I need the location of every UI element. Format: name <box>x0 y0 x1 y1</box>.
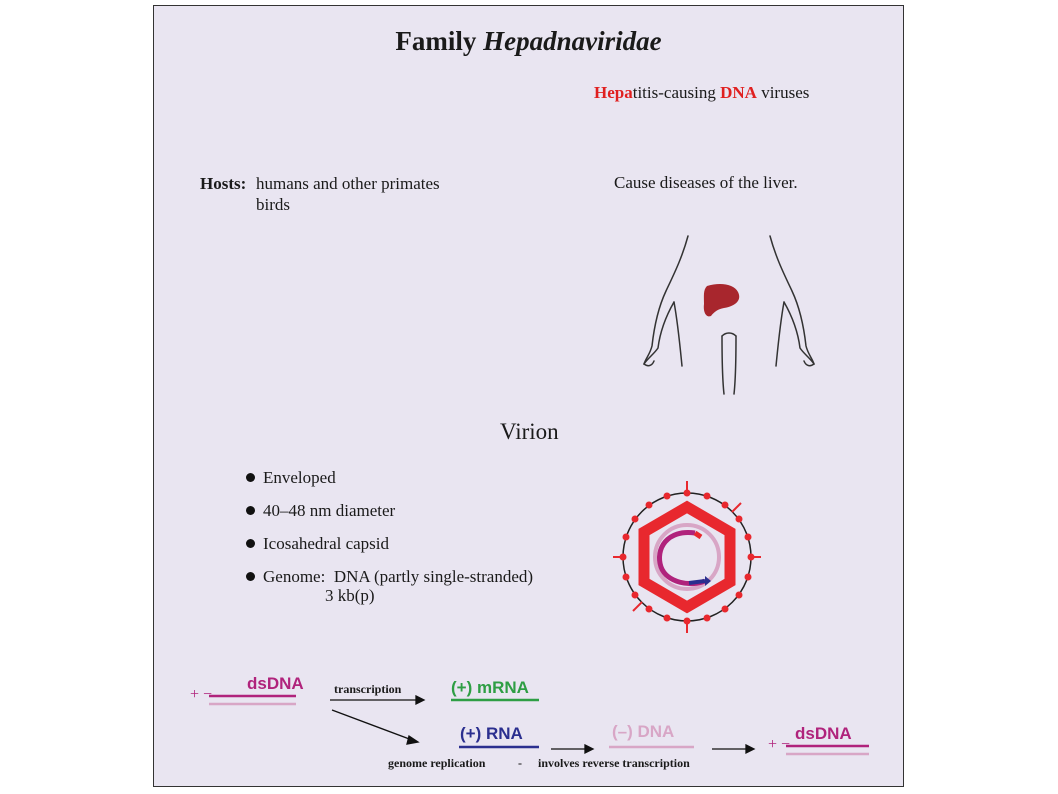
mrna-label: (+) mRNA <box>451 678 529 697</box>
bullet-icon <box>246 572 255 581</box>
footer-reverse-transcription: involves reverse transcription <box>538 756 690 770</box>
list-item: 40–48 nm diameter <box>246 501 533 520</box>
page-title: Family Hepadnaviridae <box>395 26 662 56</box>
disease-text: Cause diseases of the liver. <box>614 173 798 192</box>
virion-icon <box>613 481 761 633</box>
minus-dna-label: (–) DNA <box>612 722 675 741</box>
virion-properties: Enveloped 40–48 nm diameter Icosahedral … <box>246 468 533 619</box>
hosts-line2: birds <box>256 195 290 214</box>
virion-title: Virion <box>500 419 559 444</box>
list-item: Icosahedral capsid <box>246 534 533 553</box>
bullet-icon <box>246 506 255 515</box>
list-item: Enveloped <box>246 468 533 487</box>
arrow-icon <box>330 694 756 755</box>
start-dsdna-label: dsDNA <box>247 674 304 693</box>
liver-icon <box>703 284 740 317</box>
rna-label: (+) RNA <box>460 724 523 743</box>
hosts-line1: humans and other primates <box>256 174 440 193</box>
bullet-icon <box>246 473 255 482</box>
body-outline-icon <box>643 235 815 395</box>
bullet-icon <box>246 539 255 548</box>
list-item-genome: Genome: DNA (partly single-stranded) 3 kb… <box>246 567 533 605</box>
footer-dash: - <box>518 756 522 770</box>
end-strand-signs: + − <box>768 736 791 753</box>
hosts-label: Hosts: <box>200 174 247 193</box>
replication-lines <box>209 694 869 756</box>
diagram-panel: Family Hepadnaviridae Hepatitis-causing … <box>153 5 904 787</box>
subtitle: Hepatitis-causing DNA viruses <box>594 83 810 102</box>
footer-genome-replication: genome replication <box>388 756 486 770</box>
hosts-block: Hosts: humans and other primates birds <box>200 173 440 215</box>
transcription-label: transcription <box>334 682 402 696</box>
start-strand-signs: + − <box>190 686 213 703</box>
end-dsdna-label: dsDNA <box>795 724 852 743</box>
illustrations <box>209 235 869 756</box>
